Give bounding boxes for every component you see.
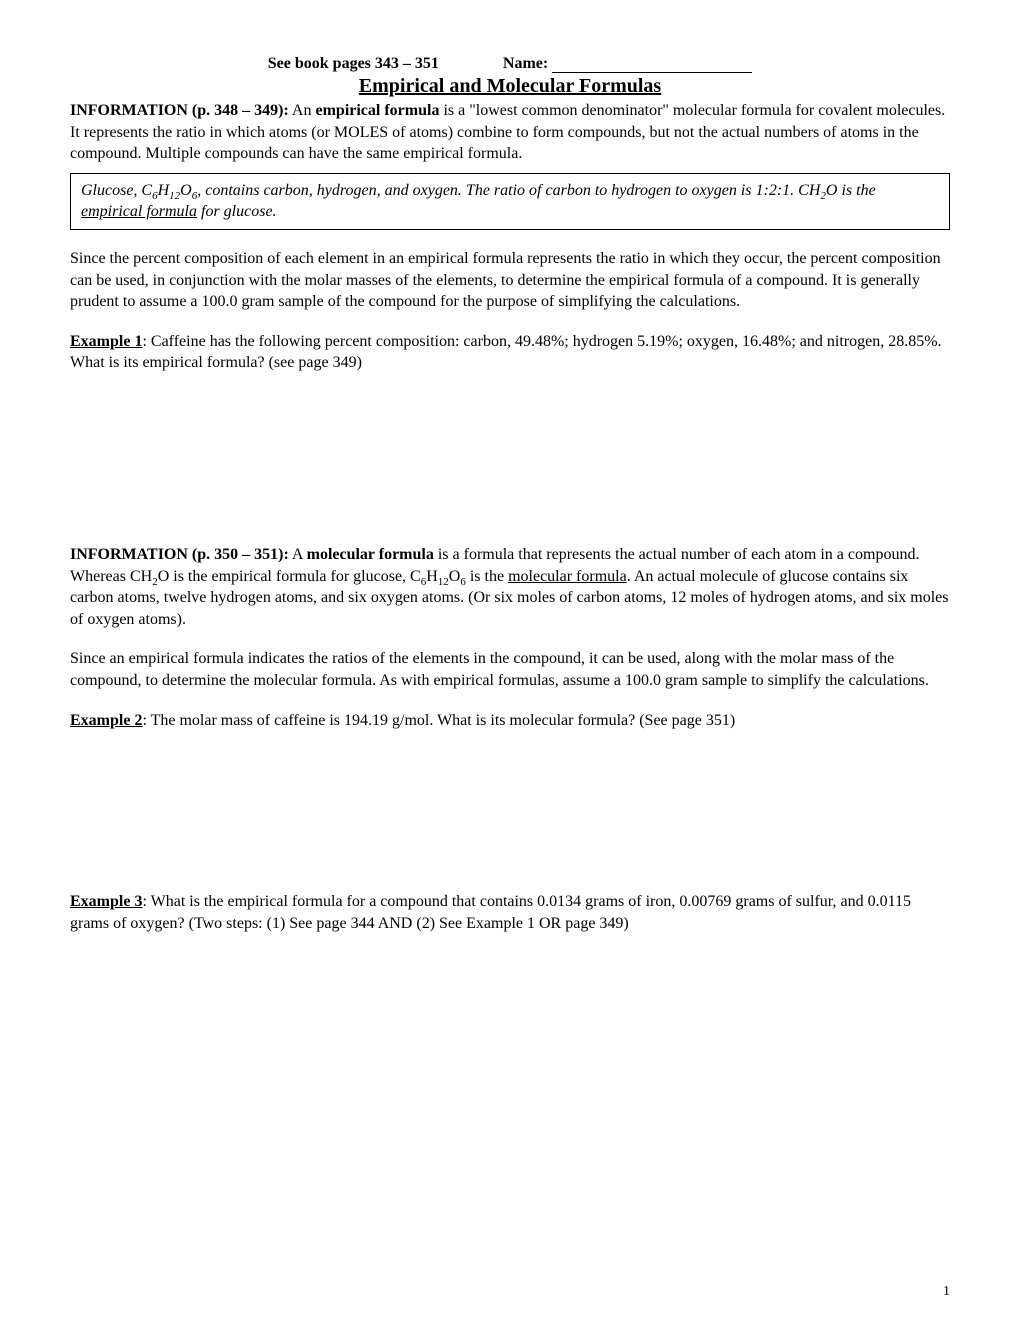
info2-sub3: 12: [438, 576, 449, 588]
book-reference: See book pages 343 – 351: [268, 55, 439, 72]
example-1: Example 1: Caffeine has the following pe…: [70, 331, 950, 374]
info2-term: molecular formula: [307, 546, 434, 563]
info1-label: INFORMATION (p. 348 – 349):: [70, 102, 289, 119]
box-mid3: , contains carbon, hydrogen, and oxygen.…: [197, 182, 820, 199]
glucose-example-box: Glucose, C6H12O6, contains carbon, hydro…: [70, 173, 950, 230]
info2-mid2: O is the empirical formula for glucose, …: [158, 568, 421, 585]
percent-composition-paragraph: Since the percent composition of each el…: [70, 248, 950, 313]
box-mid1: H: [158, 182, 170, 199]
example3-label: Example 3: [70, 893, 142, 910]
info2-mid4: O: [449, 568, 461, 585]
example3-text: : What is the empirical formula for a co…: [70, 893, 911, 932]
example2-text: : The molar mass of caffeine is 194.19 g…: [142, 712, 735, 729]
name-input-line[interactable]: [552, 72, 752, 73]
box-sub2: 12: [169, 190, 180, 202]
info-paragraph-1: INFORMATION (p. 348 – 349): An empirical…: [70, 100, 950, 165]
page-title: Empirical and Molecular Formulas: [70, 75, 950, 98]
info2-lead: A: [289, 546, 307, 563]
name-label: Name:: [503, 55, 548, 72]
worksheet-page: See book pages 343 – 351 Name: Empirical…: [0, 0, 1020, 1320]
info1-term: empirical formula: [315, 102, 439, 119]
info-paragraph-2: INFORMATION (p. 350 – 351): A molecular …: [70, 544, 950, 630]
info2-underline: molecular formula: [508, 568, 627, 585]
molar-mass-paragraph: Since an empirical formula indicates the…: [70, 648, 950, 691]
box-mid4: O is the: [826, 182, 876, 199]
info2-mid5: is the: [466, 568, 508, 585]
box-mid2: O: [180, 182, 192, 199]
info1-lead: An: [289, 102, 316, 119]
page-number: 1: [943, 1284, 950, 1300]
info2-mid3: H: [426, 568, 438, 585]
example-2: Example 2: The molar mass of caffeine is…: [70, 710, 950, 732]
info2-label: INFORMATION (p. 350 – 351):: [70, 546, 289, 563]
header-line: See book pages 343 – 351 Name:: [70, 55, 950, 73]
example1-text: : Caffeine has the following percent com…: [70, 333, 942, 372]
box-text-pre: Glucose, C: [81, 182, 152, 199]
example2-label: Example 2: [70, 712, 142, 729]
box-underline: empirical formula: [81, 203, 197, 220]
example-3: Example 3: What is the empirical formula…: [70, 891, 950, 934]
example1-label: Example 1: [70, 333, 142, 350]
box-after: for glucose.: [197, 203, 277, 220]
